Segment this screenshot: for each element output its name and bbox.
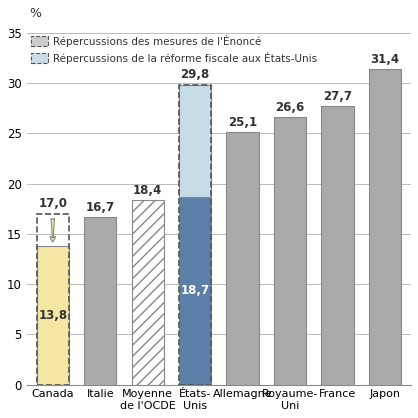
Bar [31,53,48,63]
Bar [179,85,211,385]
Text: 29,8: 29,8 [181,69,210,82]
Bar [37,214,69,385]
Text: %: % [29,7,41,20]
Text: 26,6: 26,6 [275,101,305,114]
Text: Répercussions de la réforme fiscale aux États-Unis: Répercussions de la réforme fiscale aux … [53,52,317,64]
Bar [369,69,401,385]
Text: 25,1: 25,1 [228,116,257,129]
Bar [179,196,211,385]
Bar [274,117,306,385]
Bar [179,85,211,196]
Bar [84,217,116,385]
Bar [37,246,69,385]
Text: 31,4: 31,4 [370,53,400,66]
Bar [132,199,164,385]
Bar [321,106,354,385]
Text: 27,7: 27,7 [323,90,352,103]
Text: Répercussions des mesures de l'Énoncé: Répercussions des mesures de l'Énoncé [53,35,261,47]
Text: 18,7: 18,7 [181,284,210,297]
Text: 16,7: 16,7 [86,201,115,214]
Text: [2017]: [2017] [178,136,212,146]
Bar [31,36,48,46]
Text: 18,4: 18,4 [133,184,162,196]
Bar [227,132,259,385]
Text: 13,8: 13,8 [38,309,67,322]
Text: 17,0: 17,0 [39,197,68,210]
